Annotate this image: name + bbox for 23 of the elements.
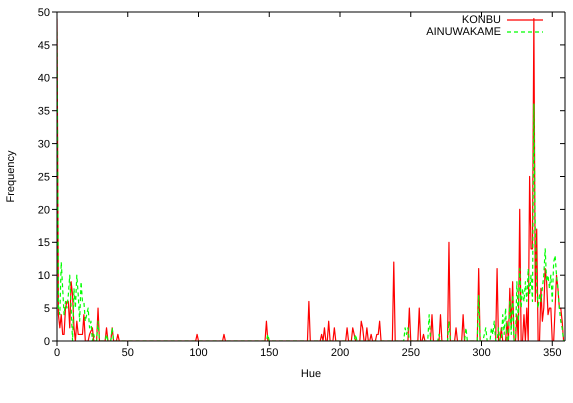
x-tick-label: 350	[543, 346, 562, 359]
x-tick-label: 50	[122, 346, 134, 359]
y-tick-label: 25	[38, 171, 50, 184]
legend-label: KONBU	[462, 14, 501, 26]
y-tick-label: 35	[38, 106, 50, 118]
y-tick-label: 40	[38, 72, 50, 85]
y-tick-label: 30	[38, 138, 50, 151]
y-tick-label: 45	[38, 40, 50, 52]
legend-label: AINUWAKAME	[426, 26, 501, 38]
x-tick-label: 100	[189, 346, 208, 359]
x-tick-label: 250	[402, 346, 420, 359]
y-tick-label: 20	[38, 204, 50, 216]
x-tick-label: 300	[472, 346, 491, 359]
y-tick-label: 5	[44, 303, 50, 316]
y-tick-label: 10	[38, 270, 50, 282]
x-tick-label: 150	[260, 346, 278, 359]
y-tick-label: 15	[38, 237, 50, 250]
y-tick-label: 0	[44, 336, 50, 348]
y-tick-label: 50	[38, 6, 50, 19]
x-tick-label: 0	[54, 346, 60, 359]
x-axis-title: Hue	[300, 368, 322, 380]
y-axis-title: Frequency	[4, 150, 17, 202]
x-tick-label: 200	[330, 346, 350, 359]
